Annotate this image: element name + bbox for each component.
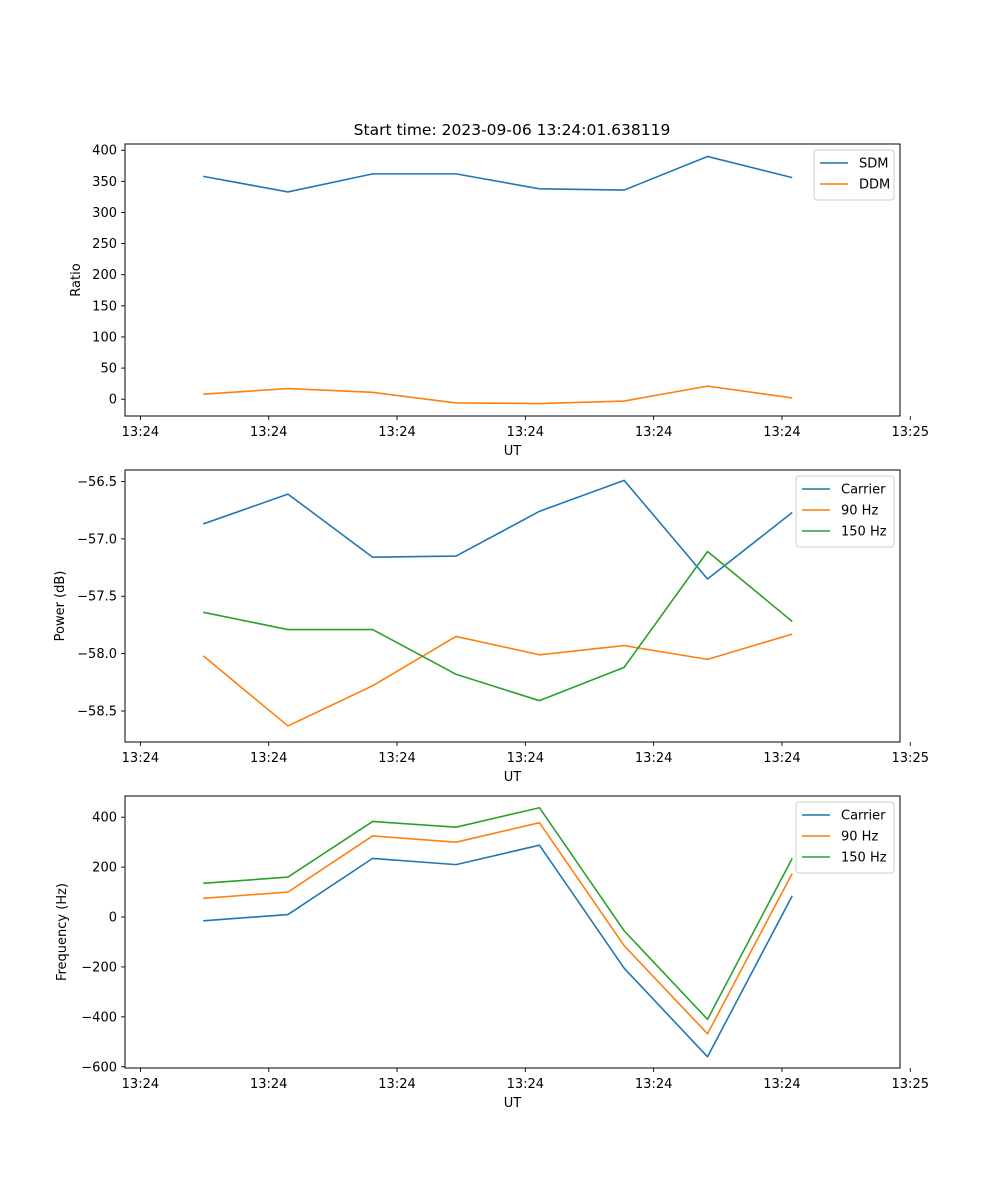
x-tick-label: 13:24: [763, 751, 800, 766]
y-tick-label: −57.0: [77, 532, 117, 547]
legend: SDM DDM: [813, 149, 895, 201]
x-tick-label: 13:24: [250, 751, 287, 766]
x-tick-label: 13:24: [507, 425, 544, 440]
y-tick-label: 150: [92, 299, 117, 314]
y-tick-label: 250: [92, 237, 117, 252]
x-tick-label: 13:25: [892, 1077, 929, 1092]
axes-frame: [124, 143, 901, 417]
y-tick-label: 350: [92, 175, 117, 190]
y-axis-label: Frequency (Hz): [55, 883, 70, 981]
chart-title: Start time: 2023-09-06 13:24:01.638119: [354, 121, 671, 139]
x-tick-label: 13:24: [507, 1077, 544, 1092]
legend-entry: 150 Hz: [841, 525, 887, 540]
series-line-carrier: [203, 844, 793, 1058]
x-tick-label: 13:24: [250, 425, 287, 440]
x-tick-label: 13:24: [122, 425, 159, 440]
x-tick-label: 13:25: [892, 751, 929, 766]
y-tick-label: 300: [92, 206, 117, 221]
y-tick-label: −600: [81, 1060, 117, 1075]
x-tick-label: 13:24: [378, 751, 415, 766]
y-tick-label: 100: [92, 330, 117, 345]
legend-entry: SDM: [859, 157, 888, 172]
x-tick-label: 13:24: [378, 425, 415, 440]
x-axis-label: UT: [504, 1096, 522, 1111]
series-line-90-hz: [202, 633, 793, 727]
legend: Carrier 90 Hz 150 Hz: [795, 475, 895, 548]
x-tick-label: 13:24: [122, 751, 159, 766]
y-tick-label: −58.5: [77, 705, 117, 720]
x-tick-label: 13:24: [250, 1077, 287, 1092]
series-line-150-hz: [203, 806, 793, 1021]
series-line-ddm: [203, 385, 793, 405]
chart-panel-2: 13:24 13:24 13:24 13:24 13:24 13:24 13:25 −58.5…: [53, 469, 929, 785]
legend-entry: 90 Hz: [841, 830, 878, 845]
y-tick-label: −58.0: [77, 647, 117, 662]
x-tick-label: 13:25: [892, 425, 929, 440]
y-tick-label: −400: [81, 1010, 117, 1025]
y-tick-label: 0: [109, 393, 117, 408]
series-line-sdm: [203, 155, 793, 193]
x-tick-label: 13:24: [763, 425, 800, 440]
y-axis-label: Power (dB): [53, 571, 68, 642]
chart-panel-3: 13:24 13:24 13:24 13:24 13:24 13:24 13:25 −600 −…: [55, 795, 929, 1111]
x-tick-label: 13:24: [635, 425, 672, 440]
legend-box: [795, 475, 895, 548]
y-tick-label: 200: [92, 268, 117, 283]
series-line-150-hz: [203, 550, 793, 702]
x-tick-label: 13:24: [507, 751, 544, 766]
y-tick-label: 0: [109, 911, 117, 926]
legend-entry: 90 Hz: [841, 504, 878, 519]
legend-entry: Carrier: [841, 483, 886, 498]
series-line-carrier: [203, 479, 793, 580]
legend-entry: 150 Hz: [841, 851, 887, 866]
series-line-90-hz: [203, 821, 793, 1035]
x-tick-label: 13:24: [635, 1077, 672, 1092]
chart-panel-1: 13:24 13:24 13:24 13:24 13:24 13:24 13:25 0 50 10…: [69, 121, 929, 459]
y-tick-label: −56.5: [77, 475, 117, 490]
y-tick-label: −200: [81, 960, 117, 975]
y-tick-label: 400: [92, 811, 117, 826]
x-tick-label: 13:24: [122, 1077, 159, 1092]
legend-entry: Carrier: [841, 809, 886, 824]
y-tick-label: −57.5: [77, 590, 117, 605]
y-axis-label: Ratio: [69, 263, 84, 296]
legend-box: [795, 801, 895, 874]
x-axis-label: UT: [504, 770, 522, 785]
y-tick-label: 400: [92, 144, 117, 159]
x-tick-label: 13:24: [763, 1077, 800, 1092]
x-tick-label: 13:24: [635, 751, 672, 766]
legend: Carrier 90 Hz 150 Hz: [795, 801, 895, 874]
y-tick-label: 200: [92, 861, 117, 876]
x-axis-label: UT: [504, 444, 522, 459]
axes-frame: [124, 795, 901, 1069]
axes-frame: [124, 469, 901, 743]
x-tick-label: 13:24: [378, 1077, 415, 1092]
legend-entry: DDM: [859, 178, 890, 193]
y-tick-label: 50: [100, 362, 117, 377]
